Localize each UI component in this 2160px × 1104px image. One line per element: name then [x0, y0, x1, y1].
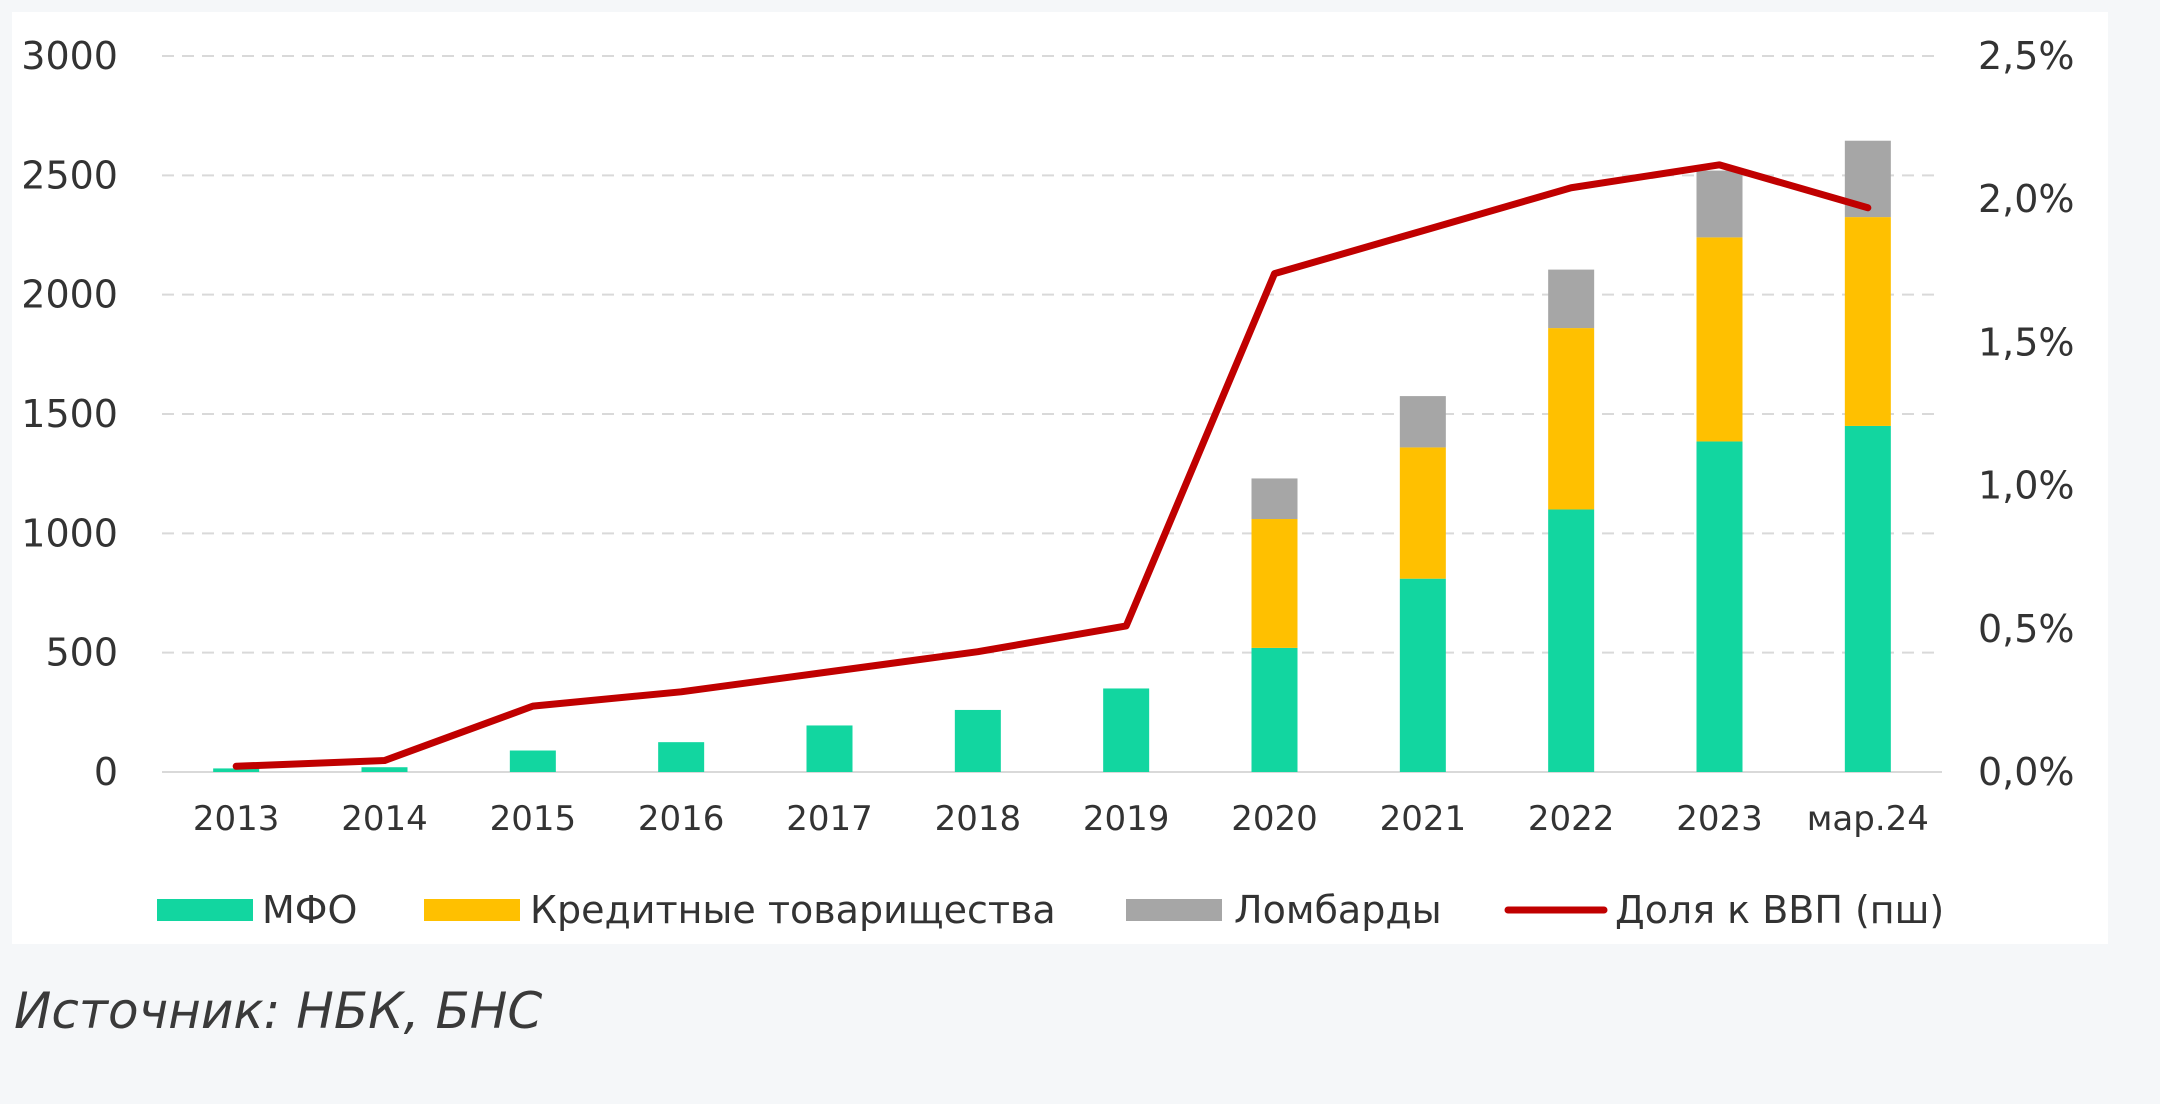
bar	[1103, 688, 1150, 772]
bar	[1844, 425, 1891, 772]
source-note: Источник: НБК, БНС	[14, 982, 543, 1040]
right-tick-label: 1,0%	[1978, 464, 2075, 508]
x-tick-label: 2021	[1380, 799, 1467, 839]
legend-swatch	[424, 899, 520, 921]
right-axis: 0,0% 0,5% 1,0% 1,5% 2,0% 2,5%	[1978, 34, 2075, 794]
legend-label: Доля к ВВП (пш)	[1615, 888, 1944, 932]
left-tick-label: 3000	[21, 34, 118, 78]
right-tick-label: 2,5%	[1978, 34, 2075, 78]
x-axis: 2013 2014 2015 2016 2017 2018 2019 2020 2021 2022…	[193, 799, 1929, 839]
right-tick-label: 0,0%	[1978, 750, 2075, 794]
bar	[658, 742, 705, 772]
right-tick-label: 2,0%	[1978, 177, 2075, 221]
left-tick-label: 1500	[21, 392, 118, 436]
legend-label: Кредитные товарищества	[530, 888, 1056, 932]
legend-label: Ломбарды	[1234, 888, 1442, 932]
left-tick-label: 1000	[21, 511, 118, 555]
x-tick-label: 2018	[935, 799, 1022, 839]
bar	[1251, 519, 1298, 648]
bar	[1399, 396, 1446, 448]
right-tick-label: 0,5%	[1978, 607, 2075, 651]
bar	[1548, 328, 1595, 510]
stacked-bar-line-chart: 0 500 1000 1500 2000 2500 3000 0,0% 0,5% 1,0% 1,5…	[21, 34, 2075, 932]
bar	[806, 725, 853, 772]
x-tick-label: 2014	[341, 799, 428, 839]
gridlines	[162, 55, 1942, 773]
bar	[1251, 478, 1298, 520]
bar	[213, 768, 260, 772]
bar	[1399, 578, 1446, 772]
bar	[1251, 647, 1298, 772]
x-tick-label: 2022	[1528, 799, 1615, 839]
bar	[1548, 269, 1595, 329]
bar	[1696, 441, 1743, 772]
bar	[1696, 237, 1743, 442]
bars	[213, 140, 1891, 772]
x-tick-label: 2013	[193, 799, 280, 839]
bar	[361, 767, 408, 772]
bar	[1844, 217, 1891, 426]
x-tick-label: 2015	[490, 799, 577, 839]
left-tick-label: 2000	[21, 273, 118, 317]
bar	[509, 750, 556, 772]
right-tick-label: 1,5%	[1978, 320, 2075, 364]
x-tick-label: 2019	[1083, 799, 1170, 839]
left-tick-label: 2500	[21, 153, 118, 197]
left-axis: 0 500 1000 1500 2000 2500 3000	[21, 34, 118, 794]
legend-swatch	[1126, 899, 1222, 921]
x-tick-label: мар.24	[1807, 799, 1929, 839]
left-tick-label: 0	[94, 750, 118, 794]
bar	[1548, 509, 1595, 772]
gdp-share-line-layer	[232, 161, 1872, 770]
bar	[1399, 447, 1446, 579]
left-tick-label: 500	[45, 631, 118, 675]
x-tick-label: 2023	[1676, 799, 1763, 839]
x-tick-label: 2017	[786, 799, 873, 839]
bar	[954, 709, 1001, 772]
legend-swatch	[157, 899, 253, 921]
x-tick-label: 2020	[1231, 799, 1318, 839]
legend-label: МФО	[262, 888, 357, 932]
gdp-share-line	[232, 161, 1872, 770]
bar	[1696, 170, 1743, 238]
chart-panel: 0 500 1000 1500 2000 2500 3000 0,0% 0,5% 1,0% 1,5…	[12, 12, 2108, 944]
x-tick-label: 2016	[638, 799, 725, 839]
legend: МФО Кредитные товарищества Ломбарды Доля к …	[157, 888, 1944, 932]
